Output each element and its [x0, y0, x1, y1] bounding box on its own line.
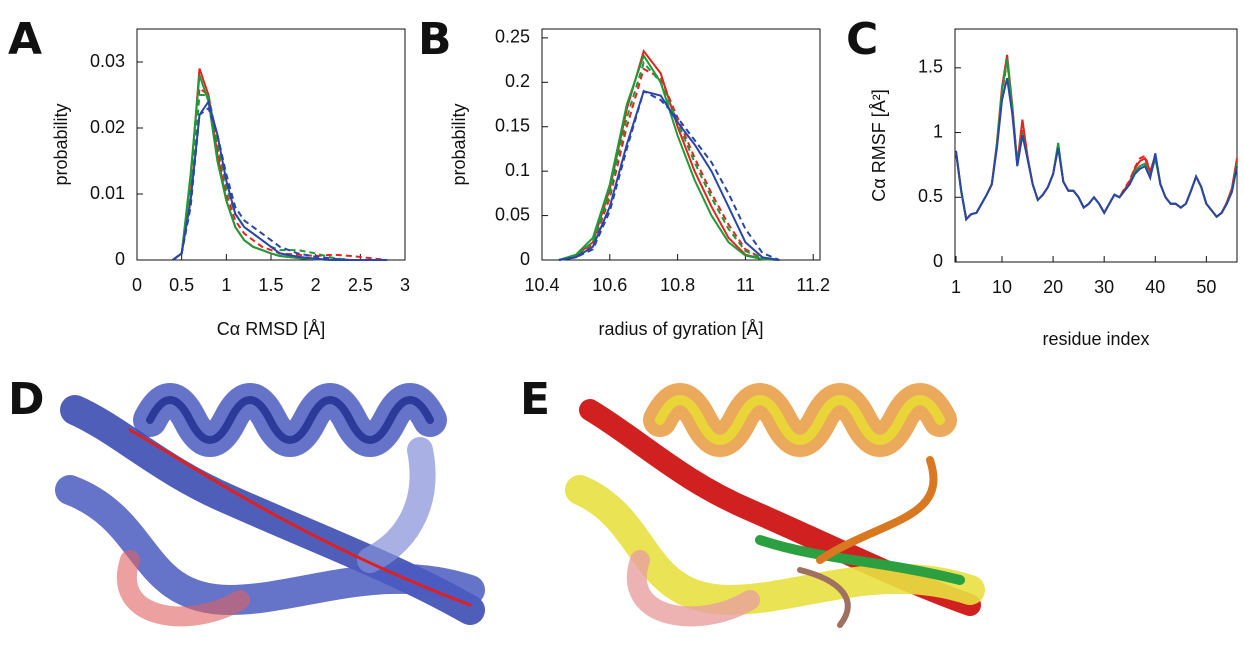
y-tick-label: 1 — [933, 121, 943, 141]
axes: 10.4 10.6 10.8 11 11.2 0 0.05 0.1 0.15 0.2 0.25 rad… — [449, 27, 830, 339]
plot-frame — [136, 28, 406, 261]
data-line — [172, 74, 388, 261]
y-axis-label: probability — [449, 103, 469, 185]
x-tick-label: 40 — [1145, 277, 1165, 297]
x-axis-label: radius of gyration [Å] — [598, 319, 763, 339]
axes: 0 0.5 1 1.5 2 2.5 3 0 0.01 0.02 0.03 Cα RMSD [Å] pro… — [51, 28, 410, 339]
y-axis-label: Cα RMSF [Å²] — [869, 89, 889, 201]
x-tick-label: 50 — [1196, 277, 1216, 297]
x-tick-label: 2 — [311, 275, 321, 295]
data-line — [172, 99, 388, 261]
y-tick-label: 0.25 — [495, 27, 530, 47]
x-tick-label: 0 — [132, 275, 142, 295]
protein-image-e — [565, 383, 985, 628]
axes: 1 10 20 30 40 50 0 0.5 1 1.5 residue index Cα RMSF … — [869, 28, 1238, 349]
data-line — [955, 77, 1238, 222]
y-tick-label: 0.15 — [495, 115, 530, 135]
y-tick-label: 0.5 — [918, 186, 943, 206]
x-tick-label: 30 — [1094, 277, 1114, 297]
y-tick-label: 0 — [933, 251, 943, 271]
x-tick-label: 3 — [400, 275, 410, 295]
x-tick-label: 1.5 — [258, 275, 283, 295]
x-tick-label: 2.5 — [348, 275, 373, 295]
data-line — [172, 68, 388, 261]
y-tick-label: 0.03 — [90, 51, 125, 71]
x-tick-label: 20 — [1043, 277, 1063, 297]
y-tick-label: 0 — [520, 249, 530, 269]
data-line — [558, 60, 780, 261]
x-tick-label: 0.5 — [169, 275, 194, 295]
x-tick-label: 10.4 — [524, 275, 559, 295]
panel-label: B — [418, 14, 452, 65]
panel-label: C — [846, 14, 878, 65]
panel-label: D — [8, 374, 45, 425]
y-tick-label: 0.02 — [90, 117, 125, 137]
data-line — [558, 89, 780, 261]
data-line — [558, 67, 780, 261]
y-tick-label: 1.5 — [918, 57, 943, 77]
x-tick-label: 11 — [736, 275, 755, 295]
y-tick-label: 0.05 — [495, 204, 530, 224]
x-tick-label: 1 — [221, 275, 231, 295]
data-line — [558, 49, 780, 261]
data-line — [172, 106, 388, 261]
data-line — [558, 53, 780, 261]
y-tick-label: 0 — [115, 249, 125, 269]
x-tick-label: 10.6 — [592, 275, 627, 295]
panel-label: E — [520, 374, 550, 425]
y-axis-label: probability — [51, 103, 71, 185]
y-tick-label: 0.01 — [90, 183, 125, 203]
x-tick-label: 10 — [992, 277, 1012, 297]
x-axis-label: Cα RMSD [Å] — [217, 319, 325, 339]
plot-frame — [541, 28, 821, 261]
x-tick-label: 10.8 — [660, 275, 695, 295]
data-line — [558, 89, 780, 261]
x-axis-label: residue index — [1042, 329, 1149, 349]
y-tick-label: 0.1 — [505, 160, 530, 180]
y-tick-label: 0.2 — [505, 71, 530, 91]
data-line — [172, 86, 388, 261]
x-tick-label: 1 — [951, 277, 961, 297]
panel-label: A — [8, 14, 42, 65]
plot-frame — [954, 28, 1238, 263]
x-tick-label: 11.2 — [796, 275, 830, 295]
protein-image-d — [55, 383, 485, 627]
data-line — [172, 94, 388, 261]
